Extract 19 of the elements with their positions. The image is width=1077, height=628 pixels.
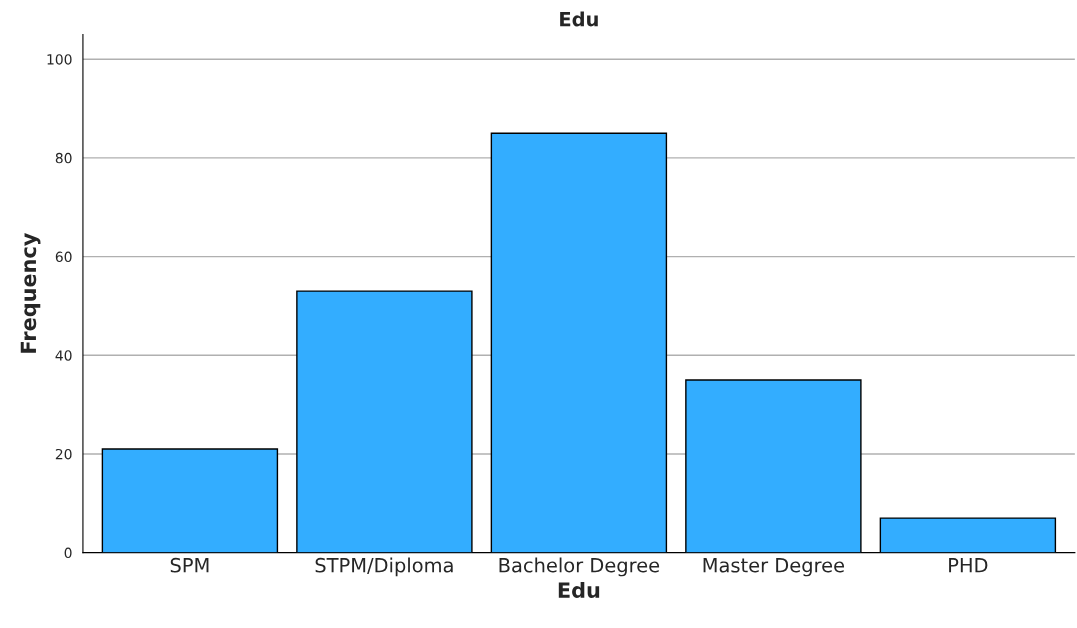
bar [296, 290, 473, 553]
chart-title: Edu [560, 11, 598, 27]
bar [685, 379, 862, 553]
y-tick-label: 100 [47, 54, 72, 65]
bar [490, 132, 668, 553]
x-axis-title: Edu [558, 581, 600, 598]
x-tick-label: SPM [170, 557, 209, 573]
y-axis-title: Frequency [20, 233, 41, 353]
y-tick-label: 20 [55, 448, 72, 460]
y-tick-label: 0 [64, 547, 72, 559]
bar [879, 517, 1057, 553]
y-tick-label: 80 [55, 152, 72, 164]
bar [101, 448, 279, 553]
x-tick-label: Master Degree [703, 558, 845, 577]
y-tick-label: 40 [55, 350, 72, 361]
y-tick-label: 60 [55, 251, 72, 263]
x-tick-label: STPM/Diploma [315, 557, 453, 577]
x-tick-label: PHD [949, 558, 988, 573]
x-tick-label: Bachelor Degree [499, 557, 660, 577]
